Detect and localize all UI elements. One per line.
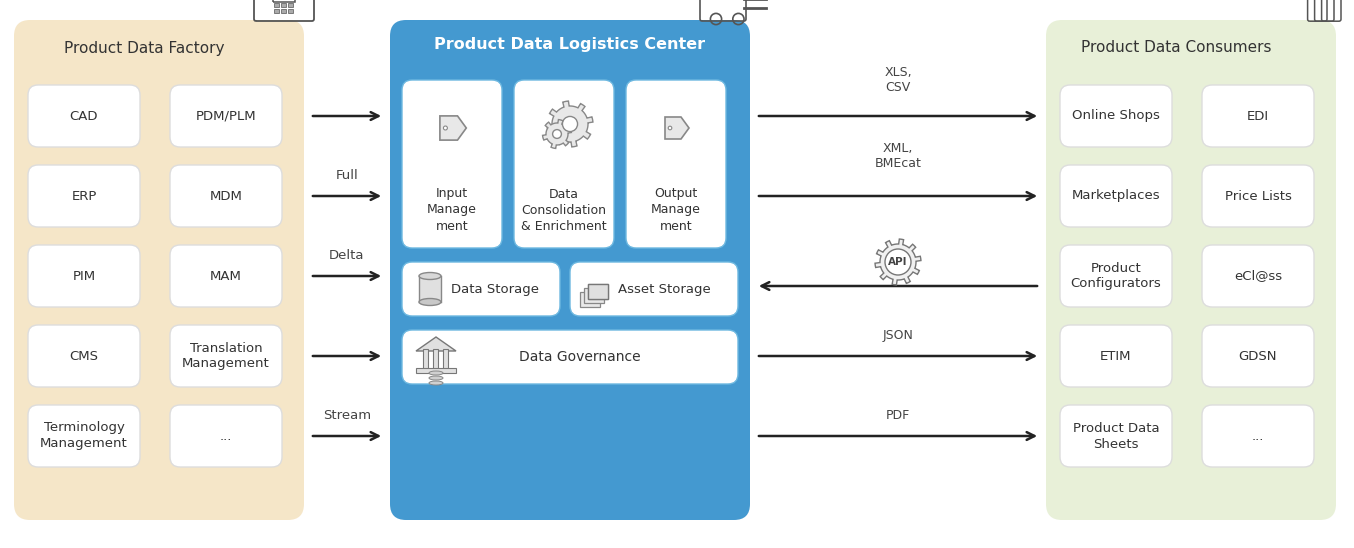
FancyBboxPatch shape xyxy=(570,262,738,316)
Text: Marketplaces: Marketplaces xyxy=(1071,190,1160,203)
Text: ...: ... xyxy=(1252,430,1265,442)
Text: Price Lists: Price Lists xyxy=(1224,190,1292,203)
FancyBboxPatch shape xyxy=(1202,405,1313,467)
Circle shape xyxy=(552,129,562,139)
Polygon shape xyxy=(416,337,456,351)
Bar xyxy=(282,9,286,13)
Ellipse shape xyxy=(418,272,441,279)
Text: PDM/PLM: PDM/PLM xyxy=(196,110,256,123)
Bar xyxy=(282,3,286,7)
Polygon shape xyxy=(543,119,571,149)
FancyBboxPatch shape xyxy=(28,245,139,307)
Text: Input
Manage
ment: Input Manage ment xyxy=(427,187,477,232)
FancyBboxPatch shape xyxy=(1060,405,1173,467)
Circle shape xyxy=(886,249,911,275)
FancyBboxPatch shape xyxy=(1060,85,1173,147)
FancyBboxPatch shape xyxy=(14,20,305,520)
Bar xyxy=(275,9,279,13)
FancyBboxPatch shape xyxy=(626,80,726,248)
FancyBboxPatch shape xyxy=(402,262,561,316)
FancyBboxPatch shape xyxy=(580,292,600,307)
Bar xyxy=(288,3,294,7)
FancyBboxPatch shape xyxy=(1202,165,1313,227)
Polygon shape xyxy=(440,116,466,140)
FancyBboxPatch shape xyxy=(28,165,139,227)
Text: JSON: JSON xyxy=(883,329,914,342)
FancyBboxPatch shape xyxy=(1202,85,1313,147)
Text: PDF: PDF xyxy=(886,409,910,422)
Bar xyxy=(444,349,448,369)
FancyBboxPatch shape xyxy=(402,330,738,384)
FancyBboxPatch shape xyxy=(390,20,750,520)
FancyBboxPatch shape xyxy=(1202,325,1313,387)
Text: Product Data Consumers: Product Data Consumers xyxy=(1080,41,1271,55)
Text: Product
Configurators: Product Configurators xyxy=(1071,261,1162,290)
Text: GDSN: GDSN xyxy=(1239,350,1277,362)
FancyBboxPatch shape xyxy=(1060,325,1173,387)
Text: ETIM: ETIM xyxy=(1101,350,1132,362)
FancyBboxPatch shape xyxy=(1047,20,1336,520)
Text: Product Data
Sheets: Product Data Sheets xyxy=(1072,421,1159,450)
FancyBboxPatch shape xyxy=(1060,165,1173,227)
Text: eCl@ss: eCl@ss xyxy=(1233,270,1282,283)
FancyBboxPatch shape xyxy=(402,80,502,248)
Text: Stream: Stream xyxy=(324,409,371,422)
FancyBboxPatch shape xyxy=(28,85,139,147)
Text: Product Data Factory: Product Data Factory xyxy=(64,41,225,55)
Text: EDI: EDI xyxy=(1247,110,1269,123)
Text: Translation
Management: Translation Management xyxy=(183,341,269,370)
Text: MDM: MDM xyxy=(210,190,242,203)
Text: API: API xyxy=(888,257,907,267)
Polygon shape xyxy=(875,239,921,285)
Text: Full: Full xyxy=(336,169,359,182)
Text: Data
Consolidation
& Enrichment: Data Consolidation & Enrichment xyxy=(521,187,607,232)
Text: MAM: MAM xyxy=(210,270,242,283)
Bar xyxy=(424,349,428,369)
Text: Data Storage: Data Storage xyxy=(451,283,539,295)
FancyBboxPatch shape xyxy=(1202,245,1313,307)
Ellipse shape xyxy=(418,299,441,305)
Circle shape xyxy=(669,126,672,130)
Polygon shape xyxy=(547,101,593,147)
FancyBboxPatch shape xyxy=(28,325,139,387)
Bar xyxy=(272,0,295,2)
Text: Delta: Delta xyxy=(329,249,364,262)
Text: ...: ... xyxy=(219,430,232,442)
Text: Online Shops: Online Shops xyxy=(1072,110,1160,123)
Bar xyxy=(433,349,439,369)
FancyBboxPatch shape xyxy=(1060,245,1173,307)
Circle shape xyxy=(443,126,447,130)
Text: Asset Storage: Asset Storage xyxy=(617,283,711,295)
FancyBboxPatch shape xyxy=(584,288,604,303)
Text: Product Data Logistics Center: Product Data Logistics Center xyxy=(435,37,705,52)
Text: ERP: ERP xyxy=(72,190,96,203)
FancyBboxPatch shape xyxy=(418,276,441,302)
FancyBboxPatch shape xyxy=(588,284,608,299)
Ellipse shape xyxy=(429,381,443,385)
FancyBboxPatch shape xyxy=(171,325,282,387)
Text: PIM: PIM xyxy=(72,270,96,283)
Bar xyxy=(288,9,294,13)
Bar xyxy=(416,368,456,373)
FancyBboxPatch shape xyxy=(588,284,608,299)
FancyBboxPatch shape xyxy=(515,80,613,248)
Ellipse shape xyxy=(429,371,443,375)
Bar xyxy=(275,3,279,7)
FancyBboxPatch shape xyxy=(171,245,282,307)
FancyBboxPatch shape xyxy=(28,405,139,467)
FancyBboxPatch shape xyxy=(171,85,282,147)
Ellipse shape xyxy=(429,376,443,380)
Circle shape xyxy=(562,116,578,132)
Text: XLS,
CSV: XLS, CSV xyxy=(884,66,911,94)
Text: CAD: CAD xyxy=(70,110,99,123)
Polygon shape xyxy=(665,117,689,139)
Text: Output
Manage
ment: Output Manage ment xyxy=(651,187,701,232)
Text: XML,
BMEcat: XML, BMEcat xyxy=(875,142,922,170)
Text: CMS: CMS xyxy=(69,350,99,362)
Text: Terminology
Management: Terminology Management xyxy=(41,421,127,450)
Text: Data Governance: Data Governance xyxy=(519,350,640,364)
FancyBboxPatch shape xyxy=(171,405,282,467)
FancyBboxPatch shape xyxy=(171,165,282,227)
